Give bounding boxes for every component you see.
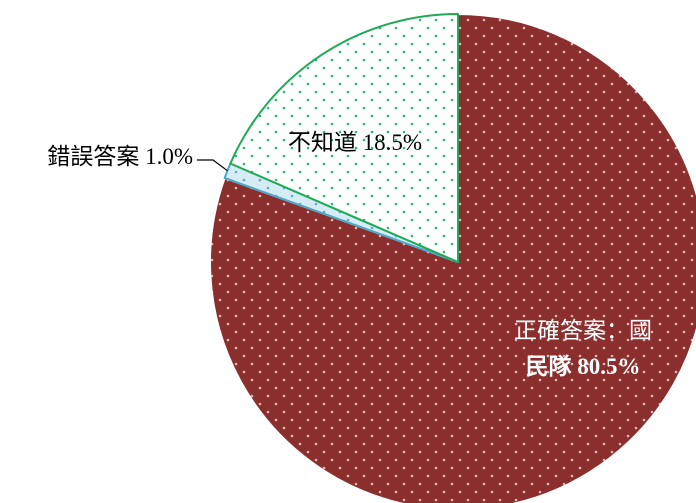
slice-labels: 正確答案：國民隊 80.5% 錯誤答案 1.0% 不知道 18.5% <box>47 130 652 379</box>
leader-lines <box>197 159 228 172</box>
slice-label-3: 不知道 18.5% <box>288 130 422 155</box>
leader-line-2 <box>197 159 228 172</box>
pie-slice-1 <box>209 13 696 503</box>
slice-label-1: 正確答案：國民隊 80.5% <box>514 318 652 379</box>
pie-slices <box>209 13 696 503</box>
pie-slice-3 <box>229 13 459 263</box>
slice-label-2: 錯誤答案 1.0% <box>47 144 193 169</box>
